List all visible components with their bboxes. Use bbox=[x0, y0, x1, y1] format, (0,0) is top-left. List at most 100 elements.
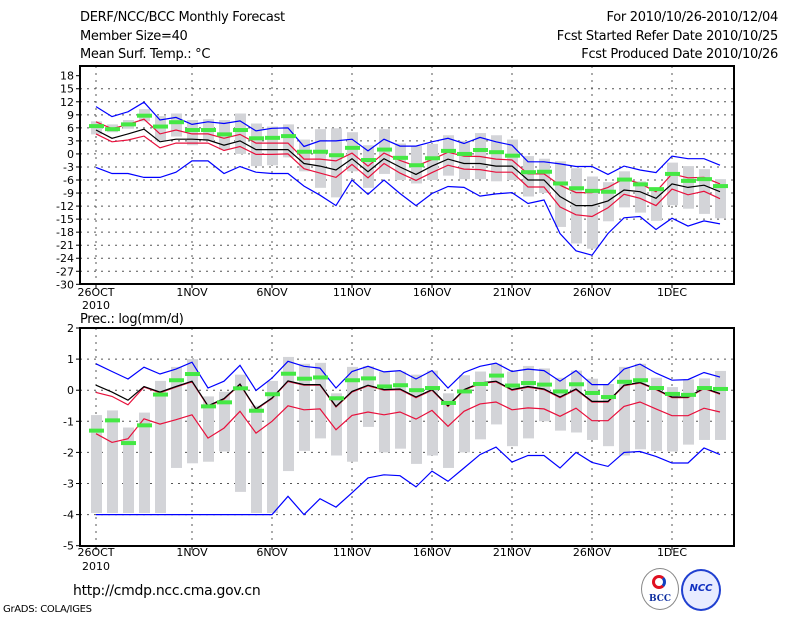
ensemble-range-box bbox=[667, 387, 678, 452]
ensemble-range-box bbox=[603, 182, 614, 222]
marker-bar bbox=[553, 181, 568, 186]
ensemble-range-box bbox=[315, 362, 326, 439]
ensemble-range-box bbox=[395, 371, 406, 449]
marker-bar bbox=[345, 145, 360, 150]
marker-bar bbox=[201, 128, 216, 133]
y-tick-label: -21 bbox=[56, 239, 74, 252]
marker-bar bbox=[633, 182, 648, 187]
ensemble-range-box bbox=[475, 371, 486, 440]
ensemble-range-box bbox=[427, 143, 438, 181]
ensemble-range-box bbox=[507, 371, 518, 447]
y-tick-label: -5 bbox=[63, 540, 74, 553]
y-tick-label: -3 bbox=[63, 478, 74, 491]
x-tick-label: 11NOV bbox=[333, 546, 372, 559]
marker-bar bbox=[505, 153, 520, 158]
ensemble-range-box bbox=[267, 380, 278, 514]
ensemble-range-box bbox=[603, 383, 614, 447]
ensemble-range-box bbox=[555, 377, 566, 431]
y-tick-label: -6 bbox=[63, 174, 74, 187]
series-line-upper bbox=[95, 118, 721, 194]
x-tick-label: 26OCT bbox=[77, 546, 114, 559]
bcc-logo-swirl-icon bbox=[652, 575, 666, 589]
x-year-label: 2010 bbox=[82, 560, 110, 573]
marker-bar bbox=[89, 428, 104, 433]
marker-bar bbox=[153, 124, 168, 129]
precipitation-panel: 2 1 0 -1 -2 -3 -4 -5 26OCT 1NOV 6NOV 11NOV 16NOV 21NO… bbox=[63, 322, 735, 573]
x-tick-label: 16NOV bbox=[413, 286, 452, 299]
marker-bar bbox=[217, 400, 232, 405]
ncc-logo: NCC bbox=[681, 569, 721, 611]
marker-bar bbox=[265, 135, 280, 140]
ensemble-range-box bbox=[395, 143, 406, 181]
marker-bar bbox=[681, 392, 696, 397]
marker-bar bbox=[681, 178, 696, 183]
marker-bar bbox=[265, 392, 280, 397]
y-tick-label: 0 bbox=[67, 148, 74, 161]
x-tick-label: 21NOV bbox=[493, 286, 532, 299]
y-tick-label: 12 bbox=[60, 96, 74, 109]
ensemble-range-box bbox=[651, 377, 662, 451]
y-tick-label: 6 bbox=[67, 122, 74, 135]
marker-bar bbox=[137, 423, 152, 428]
marker-bar bbox=[489, 373, 504, 378]
x-tick-label: 1DEC bbox=[657, 546, 687, 559]
marker-bar bbox=[393, 383, 408, 388]
ensemble-range-box bbox=[491, 363, 502, 425]
ensemble-range-box bbox=[171, 113, 182, 137]
marker-bar bbox=[425, 156, 440, 161]
ensemble-range-box bbox=[587, 378, 598, 440]
marker-bar bbox=[665, 391, 680, 396]
ensemble-range-box bbox=[619, 171, 630, 208]
precip-panel-title: Prec.: log(mm/d) bbox=[80, 312, 184, 327]
marker-bar bbox=[441, 148, 456, 153]
ensemble-range-box bbox=[347, 366, 358, 462]
marker-bar bbox=[617, 379, 632, 384]
y-tick-label: -1 bbox=[63, 415, 74, 428]
series-line-min bbox=[95, 160, 721, 256]
ensemble-range-box bbox=[139, 412, 150, 514]
marker-bar bbox=[329, 396, 344, 401]
x-tick-label: 26NOV bbox=[573, 546, 612, 559]
ensemble-range-box bbox=[187, 359, 198, 464]
ensemble-range-box bbox=[539, 368, 550, 422]
marker-bar bbox=[649, 386, 664, 391]
marker-bar bbox=[105, 418, 120, 423]
ensemble-range-box bbox=[347, 132, 358, 172]
ensemble-range-box bbox=[635, 363, 646, 450]
marker-bar bbox=[521, 170, 536, 175]
marker-bar bbox=[297, 149, 312, 154]
marker-bar bbox=[697, 386, 712, 391]
x-tick-label: 6NOV bbox=[256, 286, 288, 299]
marker-bar bbox=[313, 149, 328, 154]
source-url[interactable]: http://cmdp.ncc.cma.gov.cn bbox=[73, 583, 261, 599]
marker-bar bbox=[441, 400, 456, 405]
marker-bar bbox=[457, 389, 472, 394]
ensemble-range-box bbox=[363, 145, 374, 188]
ensemble-range-box bbox=[315, 129, 326, 188]
marker-bar bbox=[89, 124, 104, 129]
y-tick-label: 3 bbox=[67, 135, 74, 148]
marker-bar bbox=[457, 151, 472, 156]
marker-bar bbox=[153, 392, 168, 397]
ensemble-range-box bbox=[267, 126, 278, 166]
marker-bar bbox=[409, 388, 424, 393]
ensemble-range-box bbox=[491, 135, 502, 182]
ensemble-range-box bbox=[523, 365, 534, 439]
fcst-produced-date: Fcst Produced Date 2010/10/26 bbox=[581, 47, 778, 62]
x-tick-label: 21NOV bbox=[493, 546, 532, 559]
marker-bar bbox=[361, 158, 376, 163]
ensemble-range-box bbox=[363, 366, 374, 427]
marker-bar bbox=[601, 189, 616, 194]
x-tick-label: 26NOV bbox=[573, 286, 612, 299]
ensemble-range-box bbox=[299, 139, 310, 172]
y-tick-label: 2 bbox=[67, 322, 74, 335]
ensemble-range-box bbox=[443, 135, 454, 176]
y-tick-label: 1 bbox=[67, 353, 74, 366]
y-tick-label: 18 bbox=[60, 70, 74, 83]
bcc-logo: BCC bbox=[641, 568, 679, 610]
marker-bar bbox=[105, 127, 120, 132]
ensemble-range-box bbox=[459, 140, 470, 180]
temperature-panel: 1815129630-3-6-9-12-15-18-21-24-27-3026O… bbox=[56, 65, 735, 312]
marker-bar bbox=[665, 171, 680, 176]
